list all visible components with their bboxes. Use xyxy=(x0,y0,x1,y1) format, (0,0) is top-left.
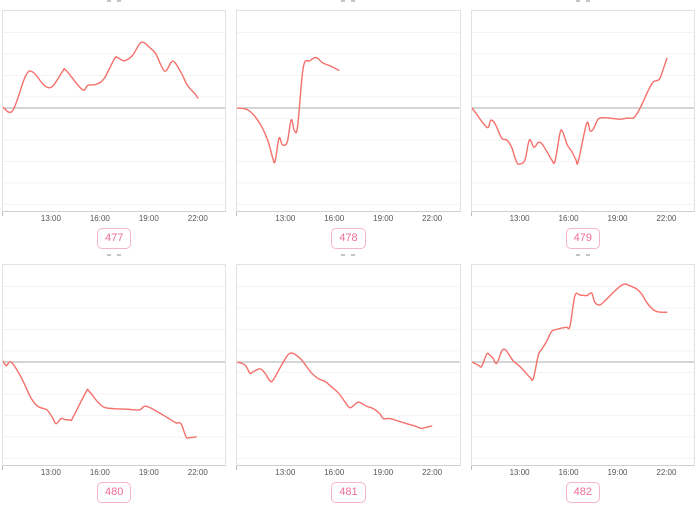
x-tick-label: 16:00 xyxy=(558,214,579,223)
line-chart-svg xyxy=(237,31,460,205)
x-tick-label: 19:00 xyxy=(138,214,159,223)
clipped-title-marks xyxy=(471,0,695,2)
x-tick-label: 22:00 xyxy=(656,468,677,477)
plot-area[interactable] xyxy=(236,10,461,216)
x-tick-label: 19:00 xyxy=(138,468,159,477)
x-tick-label: 16:00 xyxy=(89,214,110,223)
plot-area[interactable] xyxy=(2,10,227,216)
chart-tile-481: 13:00 16:00 19:00 22:00 481 xyxy=(236,254,461,503)
line-chart-svg xyxy=(3,285,226,459)
badge-row: 478 xyxy=(236,228,460,249)
plot-area[interactable] xyxy=(470,10,695,216)
x-axis-labels: 13:00 16:00 19:00 22:00 xyxy=(2,466,226,479)
chart-tile-479: 13:00 16:00 19:00 22:00 479 xyxy=(470,0,695,249)
line-chart-svg xyxy=(237,285,460,459)
chart-badge[interactable]: 477 xyxy=(96,228,132,249)
x-tick-label: 22:00 xyxy=(656,214,677,223)
x-tick-label: 16:00 xyxy=(324,214,345,223)
x-tick-label: 13:00 xyxy=(40,468,61,477)
badge-row: 480 xyxy=(2,482,226,503)
plot-area[interactable] xyxy=(236,264,461,470)
clipped-title-marks xyxy=(236,254,460,256)
chart-tile-480: 13:00 16:00 19:00 22:00 480 xyxy=(2,254,227,503)
chart-tile-477: 13:00 16:00 19:00 22:00 477 xyxy=(2,0,227,249)
chart-badge[interactable]: 479 xyxy=(565,228,600,249)
x-tick-label: 13:00 xyxy=(509,214,530,223)
x-tick-label: 16:00 xyxy=(324,468,345,477)
line-chart-svg xyxy=(3,31,226,205)
chart-badge[interactable]: 482 xyxy=(565,482,600,503)
clipped-title-marks xyxy=(471,254,695,256)
badge-row: 481 xyxy=(236,482,460,503)
clipped-title-marks xyxy=(236,0,460,2)
x-axis-labels: 13:00 16:00 19:00 22:00 xyxy=(236,212,460,225)
x-tick-label: 22:00 xyxy=(187,468,208,477)
x-tick-label: 16:00 xyxy=(558,468,579,477)
clipped-title-marks xyxy=(2,0,226,2)
x-tick-label: 13:00 xyxy=(40,214,61,223)
x-tick-label: 22:00 xyxy=(187,214,208,223)
x-tick-label: 19:00 xyxy=(373,468,394,477)
chart-badge[interactable]: 478 xyxy=(331,228,366,249)
x-tick-label: 13:00 xyxy=(275,214,296,223)
badge-row: 482 xyxy=(471,482,695,503)
plot-area[interactable] xyxy=(470,264,695,470)
plot-area[interactable] xyxy=(2,264,227,470)
x-axis-labels: 13:00 16:00 19:00 22:00 xyxy=(236,466,460,479)
x-axis-labels: 13:00 16:00 19:00 22:00 xyxy=(2,212,226,225)
x-tick-label: 19:00 xyxy=(607,214,628,223)
x-tick-label: 19:00 xyxy=(607,468,628,477)
line-chart-svg xyxy=(471,31,694,205)
chart-tile-482: 13:00 16:00 19:00 22:00 482 xyxy=(470,254,695,503)
chart-tile-478: 13:00 16:00 19:00 22:00 478 xyxy=(236,0,461,249)
x-tick-label: 22:00 xyxy=(422,468,443,477)
chart-badge[interactable]: 481 xyxy=(331,482,366,503)
x-axis-labels: 13:00 16:00 19:00 22:00 xyxy=(471,212,695,225)
clipped-title-marks xyxy=(2,254,226,256)
line-chart-svg xyxy=(471,265,694,459)
x-tick-label: 19:00 xyxy=(373,214,394,223)
badge-row: 479 xyxy=(471,228,695,249)
x-tick-label: 13:00 xyxy=(509,468,530,477)
x-tick-label: 22:00 xyxy=(422,214,443,223)
badge-row: 477 xyxy=(2,228,226,249)
x-axis-labels: 13:00 16:00 19:00 22:00 xyxy=(471,466,695,479)
chart-badge[interactable]: 480 xyxy=(96,482,132,503)
x-tick-label: 13:00 xyxy=(275,468,296,477)
x-tick-label: 16:00 xyxy=(89,468,110,477)
